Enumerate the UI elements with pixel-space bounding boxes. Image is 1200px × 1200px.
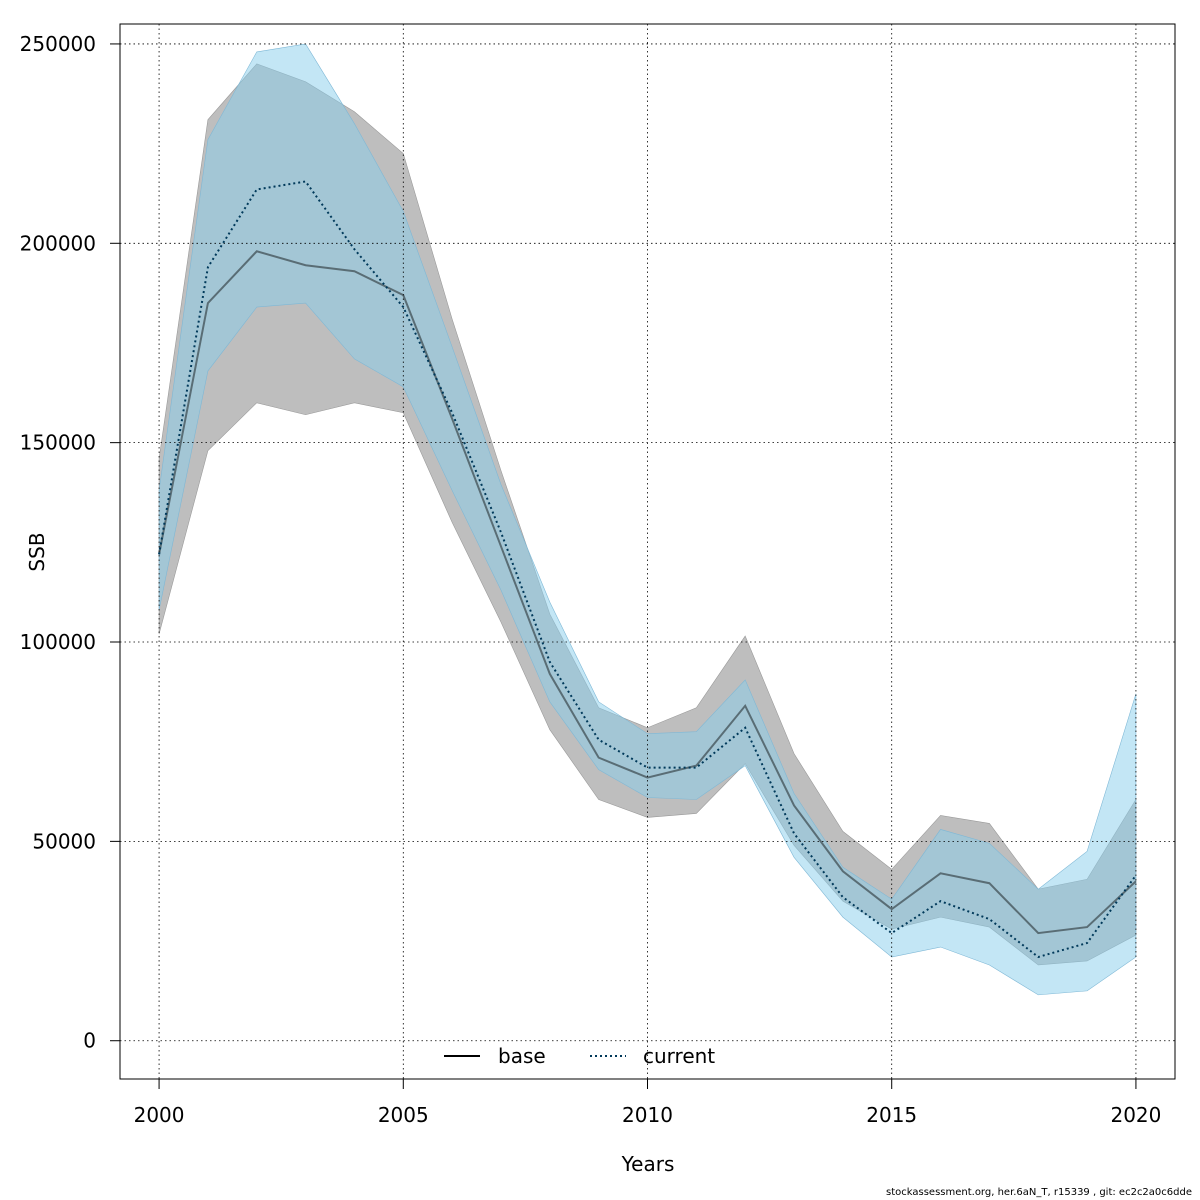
line-base [158, 250, 1137, 935]
x-tick-label: 2015 [866, 1103, 917, 1127]
legend-label-current: current [643, 1044, 715, 1068]
y-tick-label: 250000 [20, 32, 96, 56]
x-tick-label: 2005 [378, 1103, 429, 1127]
x-axis-title: Years [621, 1152, 675, 1176]
footnote: stockassessment.org, her.6aN_T, r15339 ,… [886, 1187, 1192, 1198]
y-tick-label: 100000 [20, 630, 96, 654]
y-tick-label: 50000 [32, 829, 96, 853]
line-current [158, 180, 1137, 959]
x-tick-label: 2000 [134, 1103, 185, 1127]
legend: base current [444, 1044, 715, 1068]
grid-lines [120, 24, 1175, 1079]
x-tick-label: 2020 [1110, 1103, 1161, 1127]
y-tick-label: 0 [83, 1029, 96, 1053]
x-axis: 2000 2005 2010 2015 2020 [134, 1078, 1161, 1127]
x-tick-label: 2010 [622, 1103, 673, 1127]
y-tick-label: 200000 [20, 231, 96, 255]
y-axis: 0 50000 100000 150000 200000 250000 [20, 32, 121, 1053]
series-lines [158, 180, 1137, 959]
legend-label-base: base [498, 1044, 546, 1068]
y-tick-label: 150000 [20, 431, 96, 455]
y-axis-title: SSB [25, 532, 49, 571]
